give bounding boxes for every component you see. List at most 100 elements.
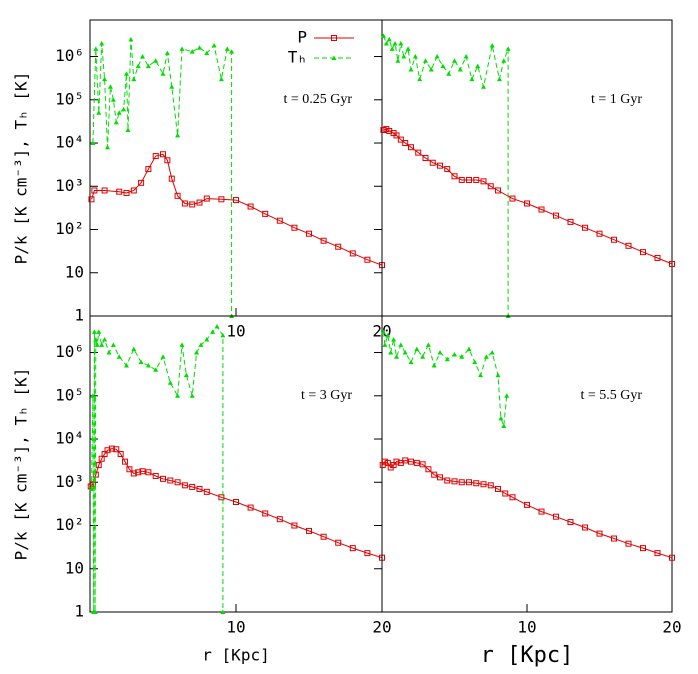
marker: [504, 393, 510, 398]
marker: [101, 187, 108, 194]
marker: [104, 447, 111, 454]
marker: [203, 488, 210, 495]
marker: [538, 508, 545, 515]
marker: [110, 97, 116, 102]
marker: [140, 54, 146, 59]
marker: [116, 188, 123, 195]
series-line: [91, 325, 224, 613]
marker: [196, 199, 203, 206]
marker: [489, 350, 495, 355]
marker: [164, 157, 171, 164]
marker: [444, 356, 450, 362]
marker: [167, 380, 173, 385]
series-line: [382, 459, 673, 559]
y-tick-label: 10³: [55, 176, 84, 195]
marker: [116, 354, 122, 359]
marker: [408, 144, 414, 151]
marker: [472, 359, 478, 365]
marker: [538, 206, 545, 213]
marker: [105, 144, 111, 150]
marker: [452, 352, 457, 357]
marker: [392, 41, 398, 46]
marker: [495, 372, 501, 378]
marker: [496, 76, 502, 82]
y-tick-label: 10⁴: [55, 133, 84, 152]
marker: [458, 176, 465, 183]
marker: [489, 43, 495, 48]
marker: [96, 110, 102, 115]
marker: [669, 260, 675, 267]
marker: [386, 36, 392, 42]
marker: [483, 354, 489, 359]
marker: [106, 350, 112, 355]
marker: [189, 201, 196, 208]
marker: [388, 350, 394, 355]
marker: [174, 479, 181, 486]
marker: [420, 354, 426, 359]
marker: [179, 342, 185, 347]
marker: [276, 516, 283, 523]
x-tick-label: 10: [517, 618, 536, 637]
legend-marker: [331, 35, 337, 41]
marker: [385, 332, 391, 338]
marker: [160, 151, 166, 158]
marker: [509, 494, 516, 501]
marker: [121, 106, 127, 112]
marker: [596, 530, 603, 537]
marker: [93, 337, 99, 342]
marker: [224, 46, 230, 51]
marker: [110, 342, 116, 347]
marker: [90, 393, 96, 398]
annotation: t = 5.5 Gyr: [580, 388, 642, 403]
marker: [398, 41, 404, 46]
marker: [437, 162, 443, 169]
marker: [335, 243, 342, 250]
marker: [220, 609, 226, 614]
marker: [413, 459, 420, 466]
marker: [509, 195, 516, 202]
marker: [431, 471, 438, 478]
marker: [431, 363, 437, 368]
y-axis-label: P/k [K cm⁻³], Tₕ [K]: [12, 72, 31, 265]
marker: [138, 359, 144, 365]
marker: [480, 481, 487, 488]
marker: [395, 58, 401, 63]
marker: [204, 50, 210, 56]
marker: [654, 254, 661, 261]
marker: [122, 458, 129, 465]
marker: [189, 393, 195, 398]
series-line: [382, 35, 509, 316]
marker: [415, 149, 422, 156]
marker: [401, 54, 407, 59]
marker: [451, 173, 458, 180]
marker: [425, 342, 431, 347]
marker: [408, 67, 414, 72]
marker: [402, 457, 409, 464]
marker: [179, 46, 185, 51]
marker: [218, 494, 225, 501]
marker: [189, 49, 195, 54]
marker: [524, 501, 530, 508]
marker: [91, 329, 97, 334]
legend-marker: [331, 55, 337, 60]
marker: [466, 346, 472, 352]
marker: [383, 41, 389, 46]
marker: [502, 490, 509, 497]
marker: [145, 166, 152, 173]
marker: [320, 533, 327, 540]
marker: [102, 76, 108, 82]
marker: [397, 136, 404, 143]
marker: [408, 359, 414, 365]
marker: [364, 550, 371, 557]
marker: [501, 58, 507, 63]
marker: [501, 423, 507, 429]
marker: [88, 196, 95, 203]
marker: [475, 63, 481, 69]
marker: [611, 535, 617, 542]
x-tick-label: 20: [372, 618, 391, 637]
y-tick-label: 10⁵: [55, 385, 84, 404]
marker: [229, 49, 235, 54]
marker: [160, 354, 166, 359]
marker: [414, 346, 420, 352]
